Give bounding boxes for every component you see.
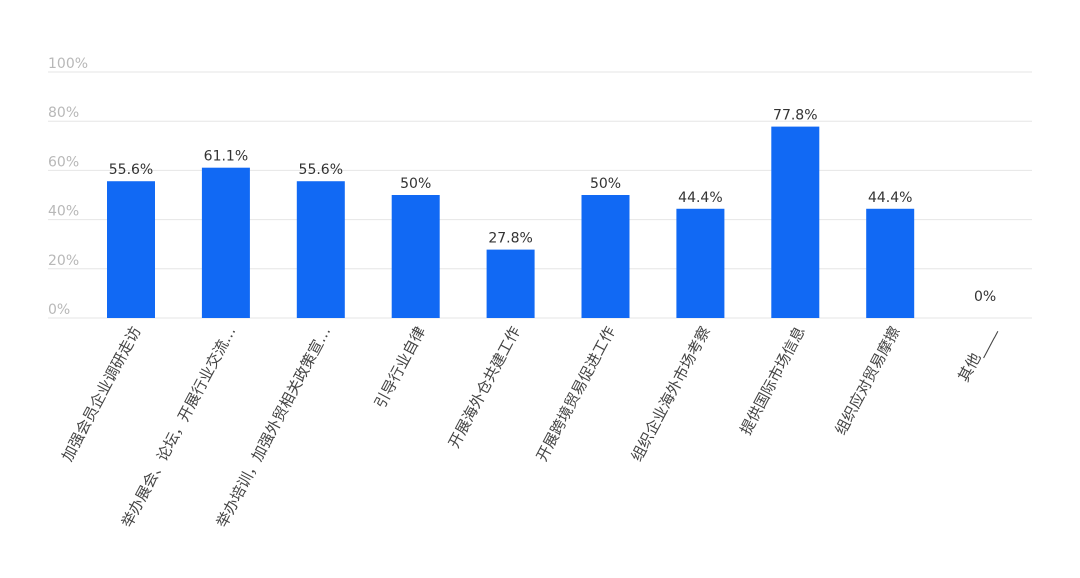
bar (581, 195, 630, 318)
y-tick-label: 0% (48, 302, 70, 318)
y-tick-label: 100% (48, 56, 88, 72)
x-tick-label: 组织应对贸易摩擦 (831, 323, 903, 437)
y-tick-label: 40% (48, 204, 79, 220)
x-axis-labels: 加强会员企业调研走访举办展会、论坛，开展行业交流…举办培训，加强外贸相关政策宣…… (58, 323, 1000, 531)
x-tick-label: 加强会员企业调研走访 (58, 323, 144, 464)
y-axis-ticks: 0% 20% 40% 60% 80% 100% (48, 56, 88, 318)
bar (296, 181, 345, 318)
data-label: 61.1% (204, 149, 248, 165)
data-label: 55.6% (299, 162, 343, 178)
bar (391, 195, 440, 318)
x-tick-label: 组织企业海外市场考察 (628, 323, 714, 464)
data-label: 50% (400, 176, 431, 192)
bar (201, 167, 250, 318)
y-tick-label: 60% (48, 154, 79, 170)
y-tick-label: 20% (48, 253, 79, 269)
data-label: 0% (974, 289, 996, 305)
data-label: 44.4% (678, 190, 722, 206)
data-label: 77.8% (773, 108, 817, 124)
x-tick-label: 举办展会、论坛，开展行业交流… (118, 323, 240, 530)
data-label: 55.6% (109, 162, 153, 178)
bar (771, 126, 820, 318)
bars (107, 126, 915, 318)
x-tick-label: 开展跨境贸易促进工作 (533, 323, 619, 464)
x-tick-label: 提供国际市场信息 (737, 323, 809, 437)
y-tick-label: 80% (48, 105, 79, 121)
bar (676, 208, 725, 318)
x-tick-label: 举办培训，加强外贸相关政策宣… (213, 323, 335, 530)
data-label: 50% (590, 176, 621, 192)
data-labels: 55.6% 61.1% 55.6% 50% 27.8% 50% 44.4% 77.8% 44.4… (109, 108, 996, 305)
x-tick-label: 开展海外仓共建工作 (445, 323, 524, 451)
data-label: 44.4% (868, 190, 912, 206)
x-tick-label: 引导行业自律 (371, 323, 429, 411)
data-label: 27.8% (488, 231, 532, 247)
bar (866, 208, 915, 318)
bar (107, 181, 155, 318)
x-tick-label: 其他____ (955, 323, 1000, 385)
bar (486, 249, 535, 318)
